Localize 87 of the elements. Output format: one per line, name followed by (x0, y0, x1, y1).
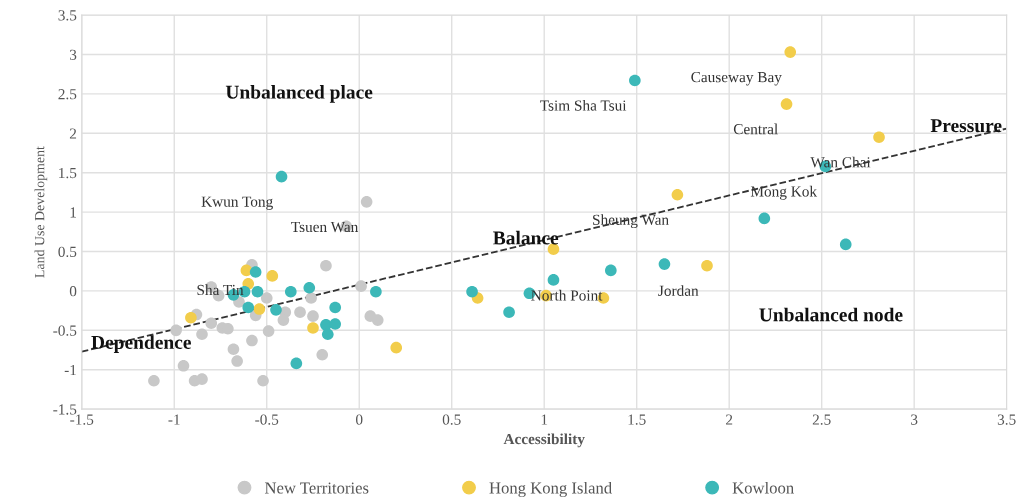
x-tick-label: -1 (168, 414, 180, 425)
y-tick-label: -1 (64, 364, 76, 376)
point (242, 301, 255, 314)
annotation: Mong Kok (750, 185, 818, 200)
point (305, 292, 317, 304)
annotation: Kwun Tong (201, 196, 273, 210)
point (658, 258, 671, 270)
x-tick-label: 2.5 (812, 414, 831, 425)
annotation: Unbalanced node (759, 307, 903, 322)
x-tick-label: 3 (911, 414, 918, 425)
point (329, 318, 341, 330)
y-tick-label: 0 (69, 286, 77, 297)
y-tick-label: 1 (70, 207, 76, 218)
annotation: Pressure (930, 119, 1002, 133)
point (390, 341, 403, 354)
point (284, 285, 297, 298)
point (294, 306, 306, 318)
legend-label: Hong Kong Island (489, 481, 612, 498)
point (701, 259, 713, 272)
point (839, 238, 852, 251)
point (355, 280, 367, 292)
point (466, 285, 478, 298)
point (605, 264, 617, 277)
point (246, 334, 258, 347)
point (266, 270, 279, 282)
y-tick-label: 2 (69, 128, 77, 139)
point (262, 325, 275, 337)
point (320, 259, 332, 272)
point (629, 74, 641, 87)
x-tick-label: 3.5 (997, 414, 1016, 425)
point (205, 317, 218, 330)
point (260, 292, 273, 304)
point (329, 301, 341, 314)
point (370, 285, 382, 298)
point (316, 348, 329, 361)
point (275, 170, 288, 183)
x-tick-label: 0.5 (442, 414, 461, 425)
point (277, 314, 290, 326)
annotation: Central (733, 123, 778, 135)
y-tick-label: 3.5 (58, 10, 77, 21)
point (303, 281, 316, 294)
annotation: Jordan (658, 285, 699, 296)
point (780, 98, 793, 110)
y-tick-label: 0.5 (58, 246, 77, 258)
y-axis-title: Land Use Development (34, 146, 48, 278)
point (360, 196, 373, 208)
point (547, 274, 560, 286)
x-tick-label: 0 (356, 414, 363, 425)
y-tick-label: 2.5 (58, 89, 77, 100)
y-tick-label: 1.5 (59, 167, 77, 179)
x-tick-label: 2 (726, 414, 733, 425)
point (371, 314, 384, 326)
annotation: Balance (493, 230, 559, 245)
point (307, 322, 319, 334)
point (177, 359, 190, 372)
x-tick-label: 1 (541, 414, 548, 425)
legend-label: New Territories (264, 482, 369, 494)
y-tick-label: -0.5 (53, 325, 77, 336)
y-tick-label: -1.5 (53, 404, 77, 415)
point (231, 355, 243, 367)
point (148, 374, 160, 387)
x-tick-label: -0.5 (255, 414, 279, 425)
point (251, 285, 264, 298)
annotation: Unbalanced place (225, 85, 373, 103)
point (503, 306, 515, 318)
point (196, 328, 208, 341)
point (290, 357, 303, 370)
point (784, 46, 797, 58)
point (185, 311, 197, 324)
point (758, 212, 771, 225)
annotation: Tsim Sha Tsui (540, 99, 627, 111)
annotation: Causeway Bay (691, 71, 782, 86)
legend-label: Kowloon (732, 481, 794, 494)
point (249, 266, 262, 278)
point (307, 310, 319, 322)
point (196, 373, 208, 385)
point (270, 304, 282, 316)
point (227, 343, 240, 356)
x-tick-label: 1.5 (628, 414, 646, 425)
point (873, 131, 885, 144)
y-tick-label: 3 (69, 49, 77, 60)
point (253, 303, 266, 315)
annotation: Tsuen Wan (291, 221, 359, 233)
point (671, 188, 684, 201)
point (257, 374, 269, 387)
point (321, 328, 334, 341)
x-axis-title: Accessibility (503, 433, 585, 448)
